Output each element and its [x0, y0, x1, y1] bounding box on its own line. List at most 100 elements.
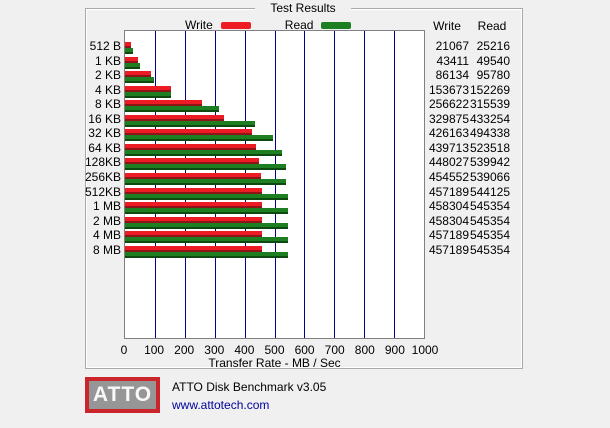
groupbox-title: Test Results	[255, 1, 351, 15]
write-value: 457189	[428, 228, 469, 243]
read-bar	[125, 178, 287, 185]
write-value: 256622	[428, 97, 469, 112]
legend-read-swatch-icon	[321, 21, 352, 29]
row-label: 512 B	[89, 39, 121, 53]
read-value: 545354	[469, 213, 510, 228]
x-tick-label: 400	[234, 343, 255, 357]
write-value: 454552	[428, 169, 469, 184]
read-column-header: Read	[477, 19, 507, 33]
x-tick-label: 900	[384, 343, 405, 357]
write-bar	[125, 172, 261, 179]
read-value: 523518	[469, 140, 510, 155]
read-values-column: 25216 49540 95780 152269 315539 433254 494338 5…	[441, 30, 510, 339]
write-bar	[125, 231, 262, 238]
x-tick-label: 800	[354, 343, 375, 357]
write-value: 21067	[435, 39, 469, 53]
read-bar	[125, 106, 220, 113]
write-bar	[125, 187, 262, 194]
x-tick-label: 100	[144, 343, 165, 357]
x-tick-label: 0	[120, 343, 128, 357]
read-bar	[125, 48, 133, 54]
write-bar	[125, 56, 138, 63]
read-bar	[125, 251, 289, 258]
read-bar	[125, 237, 289, 244]
legend-read-label: Read	[284, 18, 314, 32]
write-value: 153673	[428, 82, 469, 97]
read-bar	[125, 222, 289, 229]
read-value: 315539	[469, 97, 510, 112]
write-value: 448027	[428, 155, 469, 170]
write-value: 86134	[435, 68, 469, 83]
write-column-header: Write	[433, 19, 461, 33]
read-value: 545354	[469, 199, 510, 214]
row-label: 4 KB	[94, 82, 121, 97]
gridline	[304, 31, 306, 338]
write-value: 457189	[428, 184, 469, 199]
row-label: 16 KB	[88, 111, 121, 126]
read-bar	[125, 164, 287, 171]
read-bar	[125, 208, 289, 215]
write-bar	[125, 42, 132, 48]
atto-logo-text: ATTO	[92, 383, 153, 406]
read-bar	[125, 193, 288, 200]
read-bar	[125, 62, 140, 69]
legend-write-swatch-icon	[220, 21, 251, 29]
write-bar	[125, 129, 253, 136]
row-label: 1 KB	[94, 53, 121, 68]
write-value: 43411	[436, 53, 469, 68]
write-bar	[125, 245, 262, 252]
read-value: 95780	[476, 68, 510, 83]
write-bar	[125, 71, 151, 78]
read-value: 545354	[469, 228, 510, 243]
website-link[interactable]: www.attotech.com	[172, 398, 270, 412]
row-label: 2 MB	[92, 213, 121, 228]
gridline	[394, 31, 396, 338]
read-value: 494338	[469, 126, 510, 141]
write-bar	[125, 202, 263, 209]
write-bar	[125, 85, 171, 92]
read-value: 25216	[476, 39, 510, 53]
row-label: 256KB	[84, 169, 121, 184]
write-value: 329875	[428, 111, 469, 126]
x-tick-label: 500	[264, 343, 285, 357]
read-value: 539942	[469, 155, 510, 170]
row-label: 2 KB	[94, 68, 121, 83]
x-axis-label: Transfer Rate - MB / Sec	[208, 356, 341, 370]
row-label: 128KB	[84, 155, 121, 170]
x-axis-ticks: 0 100 200 300 400 500 600 700 800 900 1000	[120, 343, 439, 357]
read-value: 152269	[469, 82, 510, 97]
write-value: 426163	[428, 126, 469, 141]
row-label: 1 MB	[92, 199, 121, 214]
row-label: 4 MB	[92, 228, 121, 243]
read-bar	[125, 135, 273, 142]
write-bar	[125, 158, 259, 165]
gridline	[364, 31, 366, 338]
write-bar	[125, 216, 263, 223]
write-bar	[125, 143, 257, 150]
read-bar	[125, 120, 255, 127]
read-value: 433254	[469, 111, 510, 126]
row-label: 8 MB	[92, 242, 121, 257]
app-title: ATTO Disk Benchmark v3.05	[172, 380, 327, 394]
write-value: 439713	[428, 140, 469, 155]
write-value: 458304	[428, 213, 469, 228]
write-values-column: 21067 43411 86134 153673 256622 329875 426163 4…	[400, 30, 469, 339]
read-value: 544125	[469, 184, 510, 199]
read-value: 545354	[469, 242, 510, 257]
x-tick-label: 1000	[411, 343, 439, 357]
write-bar	[125, 100, 202, 107]
atto-logo: ATTO	[85, 377, 160, 413]
row-label: 64 KB	[88, 140, 121, 155]
gridline	[334, 31, 336, 338]
read-bar	[125, 77, 154, 84]
row-label: 512KB	[84, 184, 121, 199]
x-tick-label: 300	[204, 343, 225, 357]
legend-write-label: Write	[185, 18, 213, 32]
write-value: 458304	[428, 199, 469, 214]
x-tick-label: 200	[174, 343, 195, 357]
read-value: 539066	[469, 169, 510, 184]
x-tick-label: 700	[324, 343, 345, 357]
row-label: 8 KB	[94, 97, 121, 112]
read-bar	[125, 149, 282, 156]
